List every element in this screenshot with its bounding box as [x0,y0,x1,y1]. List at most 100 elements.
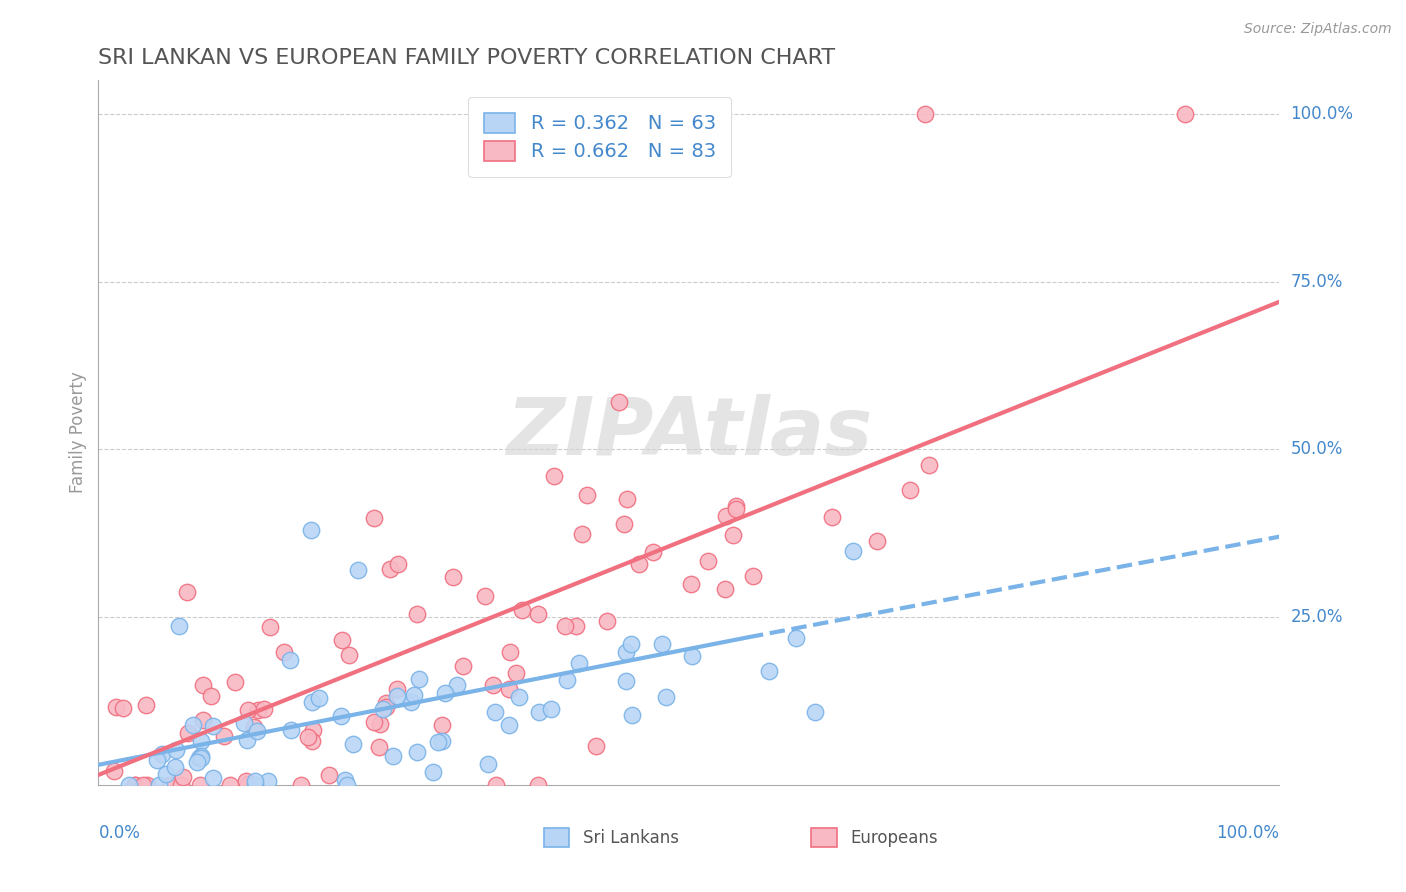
Point [167,619,190,633]
Point [742,569,765,583]
Point [159,778,181,792]
Point [342,737,364,751]
Point [150,747,173,762]
Text: 25.0%: 25.0% [1291,608,1343,626]
Point [134,698,156,712]
Legend: R = 0.362   N = 63, R = 0.662   N = 83: R = 0.362 N = 63, R = 0.662 N = 83 [468,97,731,177]
Point [482,678,505,692]
Point [177,726,200,740]
Point [246,703,269,717]
Point [333,773,356,788]
Point [785,632,807,646]
Point [155,766,177,780]
Point [233,716,256,731]
Point [441,570,464,584]
Point [148,778,170,792]
Point [568,656,591,670]
Point [308,690,330,705]
Point [510,603,533,617]
Point [405,607,427,622]
Point [724,499,747,513]
Point [758,665,780,679]
Point [505,666,527,681]
Text: 0.0%: 0.0% [98,824,141,842]
Point [190,751,212,765]
Point [302,723,325,737]
Point [170,778,193,792]
Point [714,509,737,524]
Point [191,678,214,692]
Point [337,648,360,663]
Point [804,706,827,720]
Text: SRI LANKAN VS EUROPEAN FAMILY POVERTY CORRELATION CHART: SRI LANKAN VS EUROPEAN FAMILY POVERTY CO… [98,47,835,68]
Point [202,719,225,733]
Point [914,107,936,121]
Point [614,645,637,659]
Point [898,483,921,497]
Point [628,557,651,571]
Point [382,748,405,763]
Point [917,458,939,472]
Point [543,469,565,483]
Point [620,637,643,651]
Point [404,688,426,702]
Point [557,673,579,688]
Point [508,690,530,704]
Text: 100.0%: 100.0% [1216,824,1279,842]
Point [243,774,266,789]
Point [238,703,260,717]
Point [375,696,398,710]
Point [363,714,385,729]
Text: 50.0%: 50.0% [1291,441,1343,458]
Point [117,778,139,792]
Point [224,674,246,689]
Point [259,620,281,634]
Point [190,748,212,763]
Point [330,709,353,723]
Point [1174,107,1197,121]
Point [181,718,204,732]
Point [368,739,391,754]
Point [105,700,128,714]
Point [499,645,522,659]
Point [723,527,745,541]
Point [498,717,520,731]
Point [146,753,169,767]
Point [188,778,211,792]
Point [375,700,398,714]
Point [176,585,198,599]
Point [301,695,323,709]
Point [713,582,735,597]
Point [253,701,276,715]
Point [132,778,155,792]
Point [124,778,146,792]
Point [200,690,222,704]
Point [484,705,506,719]
Point [165,743,187,757]
Point [385,689,408,703]
Point [585,739,607,753]
Point [526,607,548,621]
Point [399,695,422,709]
Text: ZIPAtlas: ZIPAtlas [506,393,872,472]
Point [527,778,550,792]
Point [842,543,865,558]
Point [571,526,593,541]
Point [477,757,499,772]
Point [565,619,588,633]
Text: 75.0%: 75.0% [1291,273,1343,291]
Text: Europeans: Europeans [851,829,938,847]
Point [201,771,224,785]
Point [236,733,259,747]
Point [697,554,720,568]
Point [186,756,208,770]
Point [103,764,125,778]
Point [336,778,359,792]
Point [681,648,703,663]
Point [474,589,496,603]
Point [405,745,427,759]
Point [368,717,391,731]
Point [620,708,643,723]
Point [614,673,637,688]
Y-axis label: Family Poverty: Family Poverty [69,372,87,493]
